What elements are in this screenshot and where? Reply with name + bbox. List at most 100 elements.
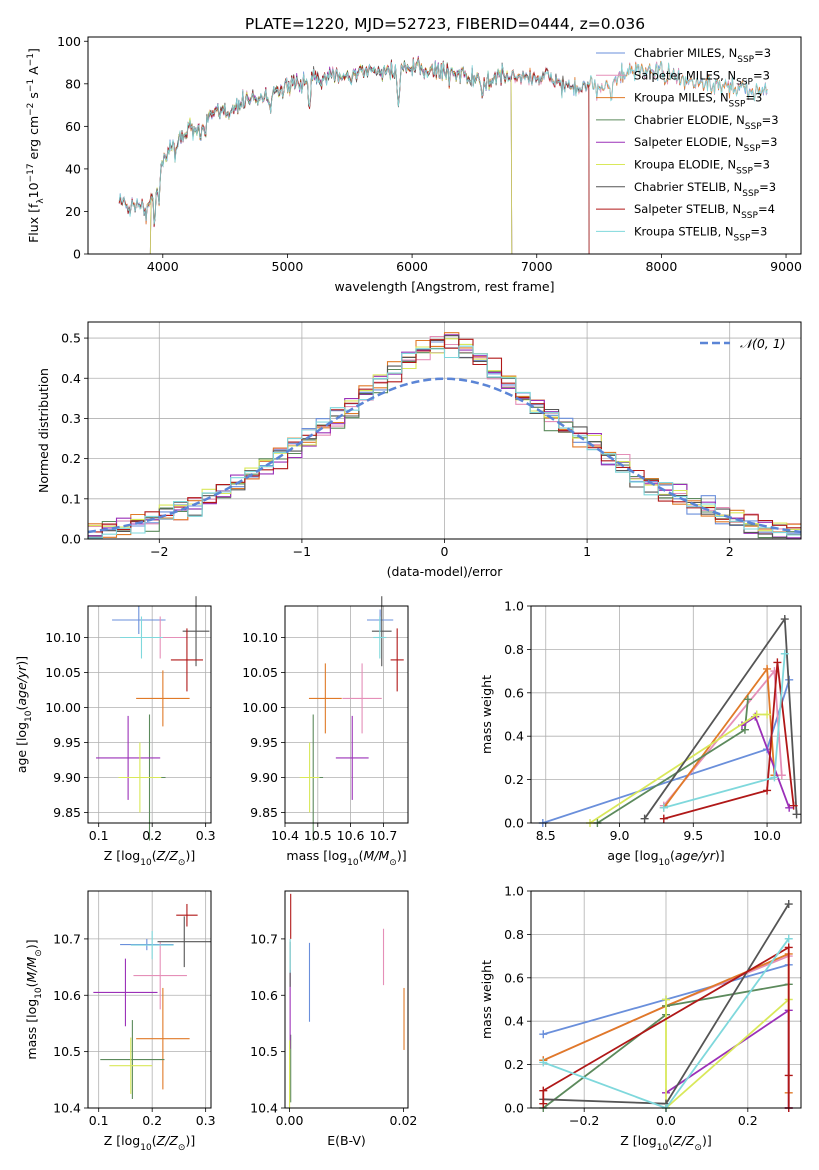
mass-z-ylabel: mass [log10(M/M⊙)] — [24, 939, 44, 1059]
residuals-ylabel: Normed distribution — [36, 368, 51, 493]
weight-age-ylabel: mass weight — [479, 675, 494, 754]
y-tick-label: 10.00 — [45, 700, 81, 715]
y-tick-label: 0.2 — [61, 451, 81, 466]
y-tick-label: 10.05 — [242, 665, 278, 680]
y-tick-label: 0 — [73, 247, 81, 262]
y-tick-label: 10.4 — [53, 1101, 81, 1116]
x-tick-label: 0.2 — [142, 1113, 162, 1128]
x-tick-label: −0.2 — [569, 1113, 599, 1128]
y-tick-label: 0.0 — [61, 532, 81, 547]
weight-marker — [789, 801, 798, 810]
errorbar-point — [299, 742, 320, 813]
spectrum-line — [118, 58, 768, 225]
x-tick-label: 8.5 — [536, 828, 556, 843]
legend-label: Salpeter MILES, NSSP=3 — [634, 68, 770, 87]
x-tick-label: 10.5 — [304, 828, 332, 843]
x-tick-label: 10.7 — [369, 828, 397, 843]
histogram-step — [88, 338, 801, 533]
spectrum-line — [149, 57, 513, 255]
spectrum-legend: Chabrier MILES, NSSP=3 Salpeter MILES, NS… — [596, 46, 779, 243]
x-tick-label: 0.3 — [196, 1113, 216, 1128]
y-tick-label: 0.8 — [504, 927, 524, 942]
y-tick-label: 9.90 — [250, 770, 278, 785]
weight-marker — [763, 664, 772, 673]
y-tick-label: 0.3 — [61, 411, 81, 426]
legend-label: 𝒩(0, 1) — [740, 336, 786, 351]
weight-marker — [659, 814, 668, 823]
age-z-xlabel: Z [log10(Z/Z⊙)] — [104, 848, 195, 868]
y-tick-label: 0.4 — [504, 1014, 524, 1029]
y-tick-label: 0.6 — [504, 685, 524, 700]
x-tick-label: 6000 — [396, 259, 428, 274]
errorbar-point — [118, 742, 162, 813]
y-tick-label: 10.5 — [250, 1044, 278, 1059]
weight-marker — [662, 995, 670, 1004]
y-tick-label: 0.4 — [61, 371, 81, 386]
weight-marker — [659, 803, 668, 812]
mass-z-xlabel: Z [log10(Z/Z⊙)] — [104, 1133, 195, 1153]
errorbar-point — [308, 663, 342, 734]
panel-age_vs_mass: 10.4 10.5 10.6 10.7 9.85 9.90 9.95 10.00 10.05 10… — [242, 596, 409, 868]
x-tick-label: 9.0 — [610, 828, 630, 843]
y-tick-label: 0.0 — [504, 816, 524, 831]
legend-label: Kroupa STELIB, NSSP=3 — [634, 224, 767, 243]
axes-frame — [87, 605, 212, 824]
weight-marker — [792, 810, 801, 819]
y-tick-label: 10.5 — [53, 1044, 81, 1059]
errorbar-point — [390, 628, 404, 692]
legend-label: Kroupa MILES, NSSP=3 — [634, 91, 762, 110]
errorbar-point — [371, 596, 392, 667]
panel-residuals: −2 −1 0 1 2 0.0 0.1 0.2 0.3 0.4 0.5 𝒩(0, 1) (data-mo… — [36, 321, 802, 579]
errorbar-point — [133, 941, 187, 1010]
mass-ebv-xlabel: E(B-V) — [327, 1133, 366, 1148]
weight-marker — [773, 658, 782, 667]
y-tick-label: 9.85 — [53, 805, 81, 820]
y-tick-label: 10.6 — [250, 988, 278, 1003]
weight-marker — [539, 1086, 548, 1095]
weight-line — [741, 715, 791, 809]
weight-marker — [784, 1071, 793, 1080]
axes-spectrum: 4000 5000 6000 7000 8000 9000 0 20 40 60 80 100 Chab… — [26, 34, 802, 294]
plot-area-mass_vs_EBV — [289, 893, 405, 1108]
axes-frame — [530, 605, 802, 824]
x-tick-label: 7000 — [521, 259, 553, 274]
y-tick-label: 100 — [57, 34, 81, 49]
y-tick-label: 9.95 — [53, 735, 81, 750]
weight-marker — [763, 786, 772, 795]
x-tick-label: −1 — [293, 544, 311, 559]
weight-marker — [539, 1030, 548, 1039]
y-tick-label: 10.4 — [250, 1101, 278, 1116]
panel-mass_vs_EBV: 0.00 0.02 10.4 10.5 10.6 10.7 E(B-V) — [250, 890, 417, 1148]
plot-area-age_vs_Z — [96, 596, 210, 841]
normal-curve — [87, 377, 802, 534]
weight-marker — [784, 900, 793, 909]
errorbar-point — [136, 987, 190, 1090]
x-tick-label: 0.1 — [89, 1113, 109, 1128]
x-tick-label: 0 — [441, 544, 449, 559]
x-tick-label: 1 — [583, 544, 591, 559]
plot-area-weight_vs_age — [538, 615, 801, 827]
residuals-legend: 𝒩(0, 1) — [700, 336, 786, 351]
histogram-step — [88, 345, 801, 539]
y-tick-label: 10.05 — [45, 665, 81, 680]
spectrum-line — [149, 55, 513, 255]
weight-age-xlabel: age [log10(age/yr)] — [607, 848, 724, 868]
spectrum-xlabel: wavelength [Angstrom, rest frame] — [334, 279, 554, 294]
panel-mass_vs_Z: 0.1 0.2 0.3 10.4 10.5 10.6 10.7 Z [log10(Z/Z⊙)]… — [24, 890, 216, 1153]
weight-marker — [784, 943, 793, 952]
y-tick-label: 10.7 — [250, 931, 278, 946]
x-tick-label: 2 — [726, 544, 734, 559]
weight-marker — [743, 695, 752, 704]
weight-marker — [777, 771, 786, 780]
errorbar-point — [112, 606, 166, 634]
x-tick-label: 5000 — [272, 259, 304, 274]
errorbar-point — [93, 958, 158, 1027]
errorbar-point — [96, 715, 161, 800]
legend-label: Salpeter STELIB, NSSP=4 — [634, 202, 775, 221]
x-tick-label: 8000 — [645, 259, 677, 274]
errorbar-point — [100, 1020, 165, 1099]
x-tick-label: 10.6 — [337, 828, 365, 843]
axes-weight_vs_age: 8.5 9.0 9.5 10.0 0.0 0.2 0.4 0.6 0.8 1.0 age [log1… — [479, 599, 802, 868]
y-tick-label: 0.2 — [504, 1057, 524, 1072]
